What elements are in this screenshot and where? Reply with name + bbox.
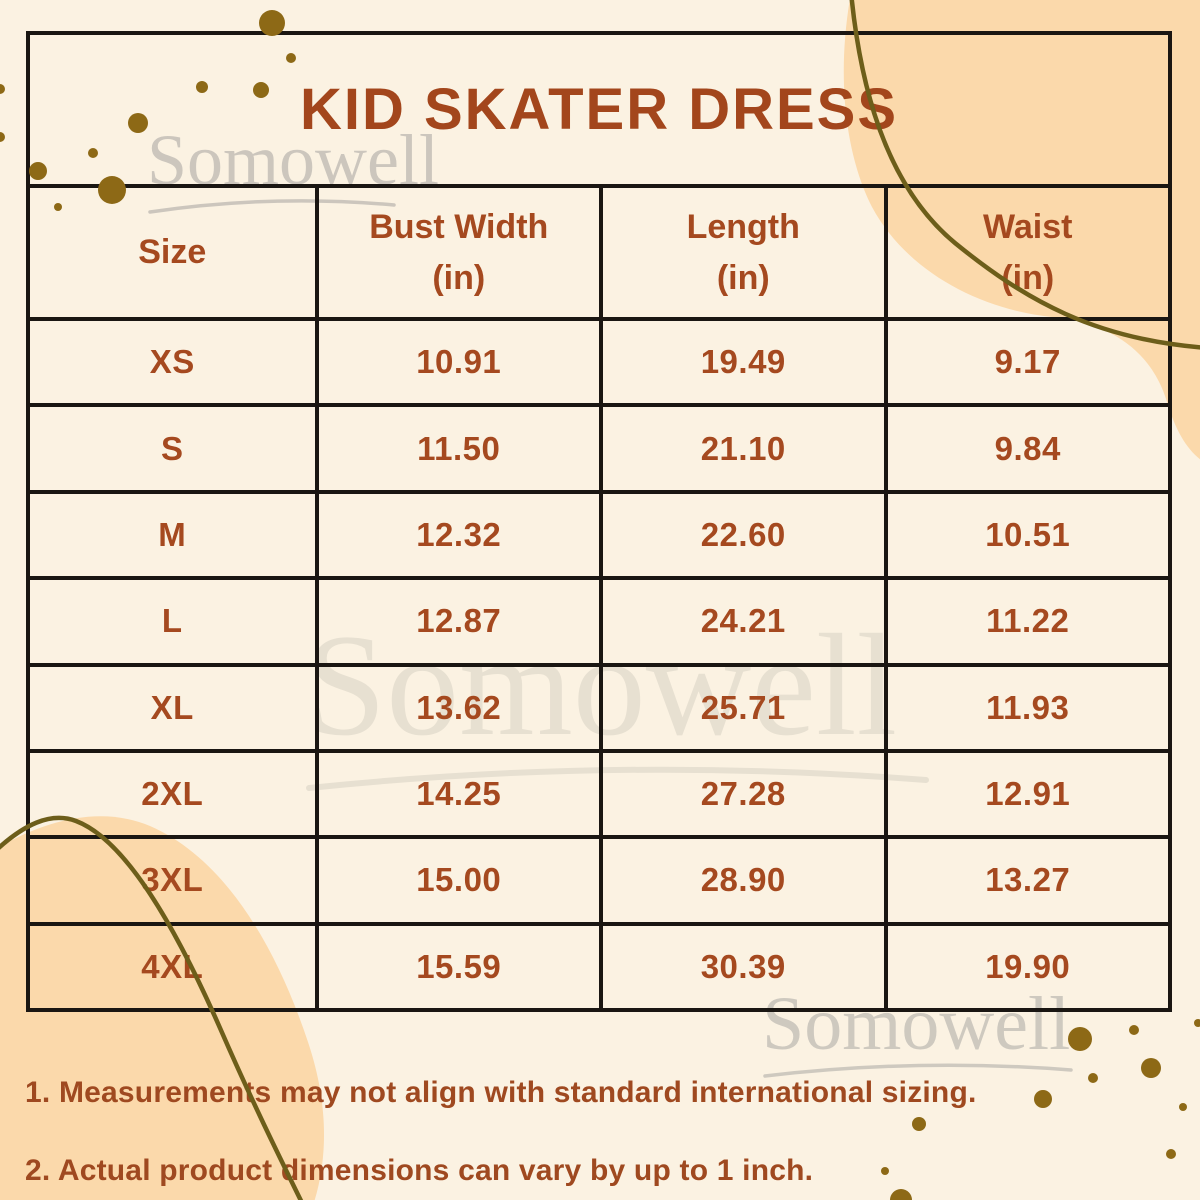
cell-length: 27.28 — [599, 748, 884, 836]
cell-size: 2XL — [30, 748, 315, 835]
cell-bust-width: 15.00 — [314, 835, 599, 922]
deco-dot — [0, 132, 5, 142]
column-header-waist: Waist (in) — [883, 184, 1168, 317]
cell-length: 21.10 — [599, 403, 884, 490]
cell-waist: 13.27 — [883, 835, 1168, 922]
column-header-label: Length — [686, 207, 800, 246]
cell-bust-width: 12.87 — [314, 576, 599, 663]
cell-bust-width: 13.62 — [314, 662, 599, 749]
column-header-unit: (in) — [1001, 258, 1055, 297]
deco-dot — [0, 84, 5, 94]
cell-length: 30.39 — [599, 921, 884, 1008]
notes: 1. Measurements may not align with stand… — [25, 1034, 1185, 1200]
cell-waist: 11.93 — [883, 662, 1168, 749]
cell-bust-width: 11.50 — [314, 403, 599, 490]
cell-waist: 19.90 — [883, 921, 1168, 1008]
size-chart-table: KID SKATER DRESS Size Bust Width (in) Le… — [26, 31, 1172, 1012]
cell-waist: 11.22 — [883, 576, 1168, 663]
cell-waist: 10.51 — [883, 489, 1168, 577]
column-header-label: Waist — [983, 207, 1073, 246]
column-header-bust-width: Bust Width (in) — [314, 184, 599, 317]
watermark-swoosh — [148, 199, 396, 214]
column-header-unit: (in) — [432, 258, 486, 297]
note-1: 1. Measurements may not align with stand… — [25, 1076, 977, 1109]
note-2: 2. Actual product dimensions can vary by… — [25, 1154, 814, 1187]
cell-waist: 12.91 — [883, 748, 1168, 836]
cell-bust-width: 14.25 — [314, 748, 599, 836]
column-header-length: Length (in) — [599, 184, 884, 317]
deco-dot — [1194, 1019, 1200, 1027]
cell-bust-width: 12.32 — [314, 489, 599, 577]
cell-waist: 9.17 — [883, 317, 1168, 404]
cell-length: 25.71 — [599, 662, 884, 749]
cell-size: 3XL — [30, 835, 315, 921]
column-header-size: Size — [30, 184, 315, 317]
cell-size: 4XL — [30, 921, 315, 1008]
column-header-label: Size — [138, 233, 207, 271]
cell-size: S — [30, 403, 315, 489]
chart-title: KID SKATER DRESS — [299, 77, 899, 142]
cell-bust-width: 15.59 — [314, 921, 599, 1008]
cell-length: 22.60 — [599, 489, 884, 577]
cell-size: M — [30, 489, 315, 576]
cell-size: L — [30, 576, 315, 662]
cell-size: XS — [30, 317, 315, 403]
column-header-unit: (in) — [716, 258, 770, 297]
cell-waist: 9.84 — [883, 403, 1168, 490]
watermark-bottom: Somowell — [762, 986, 1073, 1078]
cell-size: XL — [30, 662, 315, 749]
watermark-text: Somowell — [762, 982, 1071, 1066]
watermark-swoosh — [306, 766, 929, 791]
watermark-swoosh — [763, 1063, 1073, 1078]
cell-length: 28.90 — [599, 835, 884, 922]
cell-length: 19.49 — [599, 317, 884, 404]
column-header-label: Bust Width — [369, 207, 549, 246]
cell-length: 24.21 — [599, 576, 884, 663]
cell-bust-width: 10.91 — [314, 317, 599, 404]
